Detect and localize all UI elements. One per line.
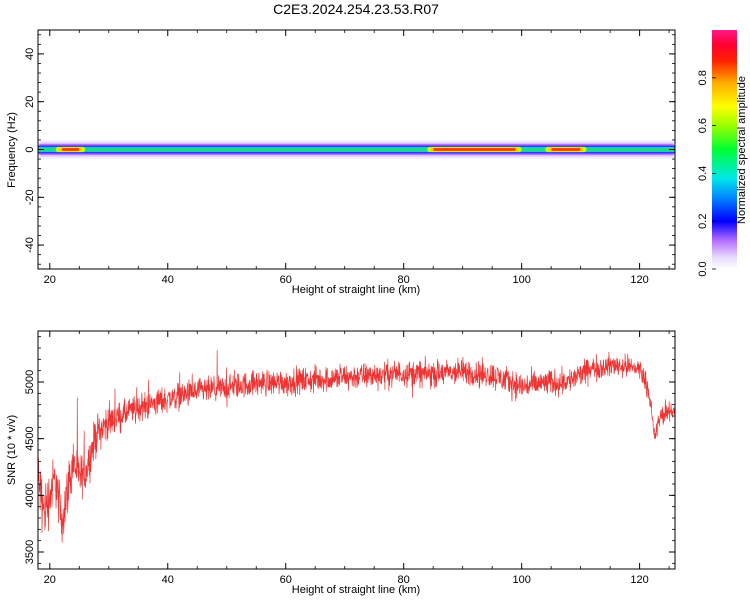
spectrogram-axes: 20 40 60 80 100 120 -40 -20 0 20 40 bbox=[24, 30, 675, 286]
snr-panel: 20 40 60 80 100 120 3500 4000 4500 5000 Height of… bbox=[6, 330, 676, 596]
snr-xtick-label: 60 bbox=[280, 574, 292, 586]
colorbar-gradient bbox=[712, 30, 737, 269]
snr-axes: 20 40 60 80 100 120 3500 4000 4500 5000 bbox=[24, 331, 675, 586]
spectrogram-heatmap bbox=[38, 140, 675, 159]
colorbar-tick-label: 0.0 bbox=[697, 261, 709, 276]
snr-xtick-label: 100 bbox=[512, 574, 530, 586]
spectrogram-xlabel: Height of straight line (km) bbox=[292, 284, 420, 296]
spectrogram-ytick-label: -20 bbox=[24, 189, 36, 205]
spectrogram-xtick-label: 20 bbox=[44, 274, 56, 286]
spectrogram-ylabel: Frequency (Hz) bbox=[6, 112, 18, 188]
snr-ytick-label: 5000 bbox=[24, 370, 36, 394]
spectrogram-ytick-label: 40 bbox=[24, 48, 36, 60]
spectrogram-xtick-label: 40 bbox=[162, 274, 174, 286]
colorbar-tick-label: 0.6 bbox=[697, 118, 709, 133]
colorbar-tick-label: 0.4 bbox=[697, 166, 709, 181]
snr-xtick-label: 120 bbox=[630, 574, 648, 586]
snr-ytick-label: 4500 bbox=[24, 426, 36, 450]
colorbar-tick-label: 0.2 bbox=[697, 214, 709, 229]
spectrogram-xtick-label: 80 bbox=[398, 274, 410, 286]
snr-series-line bbox=[38, 350, 675, 543]
snr-ylabel: SNR (10 * v/v) bbox=[6, 415, 18, 485]
spectrogram-xtick-label: 120 bbox=[630, 274, 648, 286]
snr-xtick-label: 20 bbox=[44, 574, 56, 586]
colorbar: 0.0 0.2 0.4 0.6 0.8 Normalized spectral ampl… bbox=[697, 30, 748, 277]
spectrogram-ytick-label: -40 bbox=[24, 237, 36, 253]
snr-ytick-label: 3500 bbox=[24, 540, 36, 564]
snr-xtick-label: 40 bbox=[162, 574, 174, 586]
figure-title: C2E3.2024.254.23.53.R07 bbox=[273, 1, 439, 17]
spectrogram-peak-red bbox=[433, 148, 516, 151]
colorbar-tick-label: 0.8 bbox=[697, 70, 709, 85]
snr-frame bbox=[37, 330, 676, 570]
spectrogram-ytick-label: 0 bbox=[24, 146, 36, 152]
spectrogram-panel: 20 40 60 80 100 120 -40 -20 0 20 40 Height of stra… bbox=[6, 29, 676, 296]
spectrogram-peak-red bbox=[551, 148, 581, 151]
colorbar-ticks: 0.0 0.2 0.4 0.6 0.8 bbox=[697, 70, 716, 277]
spectrogram-ytick-label: 20 bbox=[24, 96, 36, 108]
colorbar-label: Normalized spectral amplitude bbox=[736, 76, 748, 224]
spectrogram-xtick-label: 100 bbox=[512, 274, 530, 286]
snr-ytick-label: 4000 bbox=[24, 483, 36, 507]
snr-xlabel: Height of straight line (km) bbox=[292, 584, 420, 596]
spectrogram-peak-red bbox=[61, 148, 80, 151]
snr-xtick-label: 80 bbox=[398, 574, 410, 586]
spectrogram-xtick-label: 60 bbox=[280, 274, 292, 286]
